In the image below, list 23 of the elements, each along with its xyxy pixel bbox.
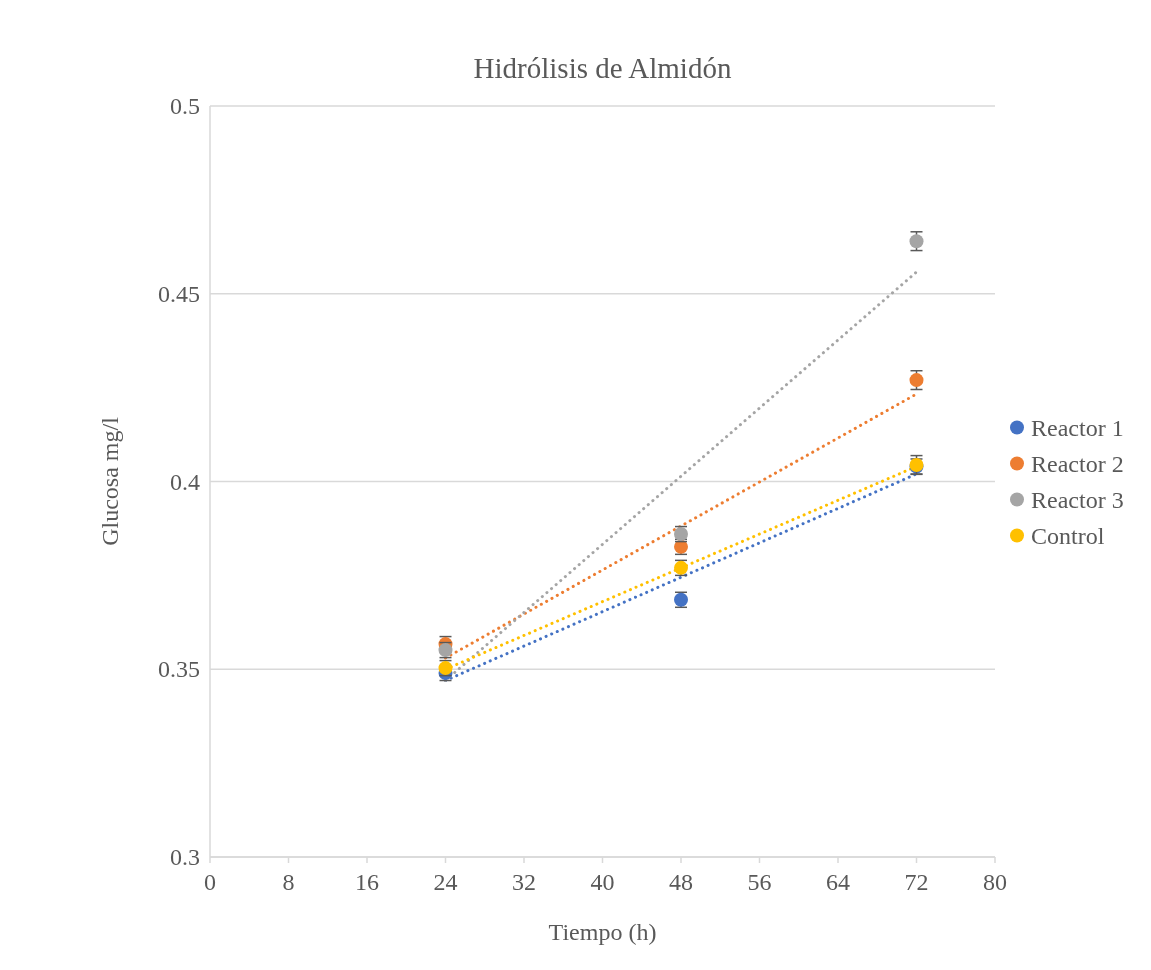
- chart-title: Hidrólisis de Almidón: [473, 52, 732, 84]
- y-tick-label: 0.3: [170, 844, 200, 870]
- x-tick-label: 56: [747, 869, 772, 895]
- x-tick-label: 0: [204, 869, 216, 895]
- y-tick-label: 0.35: [158, 656, 200, 683]
- legend-label: Reactor 2: [1031, 450, 1124, 477]
- y-tick-label: 0.5: [170, 93, 200, 119]
- x-axis-title: Tiempo (h): [548, 919, 657, 945]
- legend-label: Reactor 1: [1031, 414, 1124, 441]
- x-tick-label: 8: [282, 869, 295, 895]
- legend-label: Control: [1031, 522, 1105, 549]
- x-tick-label: 48: [669, 869, 693, 895]
- x-tick-label: 24: [433, 869, 458, 895]
- x-tick-label: 80: [983, 869, 1007, 895]
- legend-label: Reactor 3: [1031, 486, 1124, 513]
- y-axis-title: Glucosa mg/l: [97, 416, 123, 546]
- y-tick-label: 0.45: [158, 280, 200, 307]
- x-tick-label: 32: [512, 869, 536, 895]
- x-tick-label: 64: [826, 869, 850, 895]
- x-tick-label: 72: [904, 869, 929, 895]
- x-tick-label: 40: [590, 869, 615, 895]
- y-tick-label: 0.4: [170, 468, 200, 495]
- x-tick-label: 16: [355, 869, 379, 895]
